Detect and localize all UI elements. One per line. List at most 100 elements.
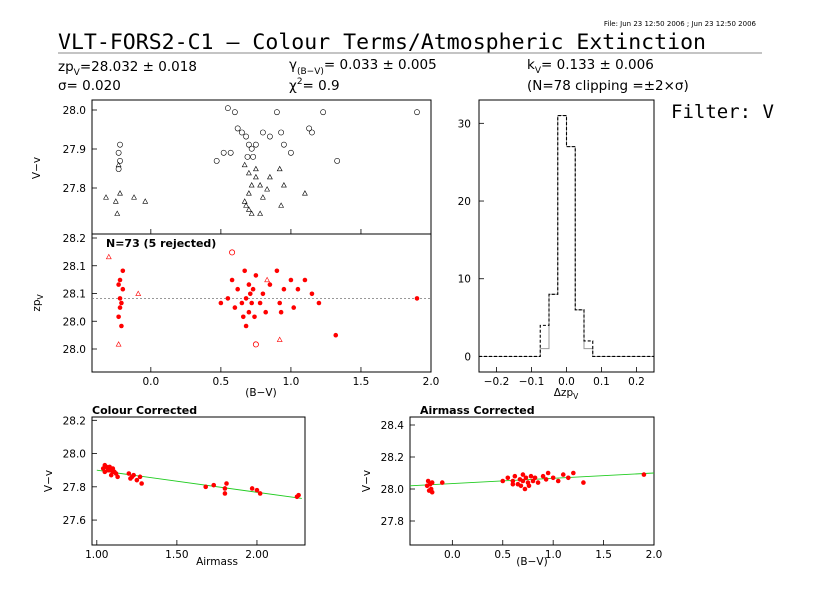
data-point	[278, 202, 285, 208]
zp-subscript: V	[74, 68, 81, 78]
y-tick-label: 28.2	[381, 452, 404, 464]
airmass-subtitle: Airmass Corrected	[420, 404, 535, 417]
data-point	[243, 296, 249, 301]
data-point	[114, 210, 121, 216]
data-point	[248, 182, 255, 188]
data-point	[134, 477, 140, 483]
x-tick-label: 1.0	[283, 376, 300, 388]
y-tick-label: 28.0	[63, 344, 86, 356]
data-point	[117, 141, 123, 148]
data-point	[281, 286, 287, 292]
data-point	[518, 483, 524, 489]
x-tick-label: 1.5	[353, 376, 370, 388]
y-tick-label: 27.8	[63, 482, 86, 494]
data-point	[550, 475, 556, 481]
raw-ylabel: V−v	[31, 157, 43, 179]
rejected-point	[264, 276, 271, 283]
y-tick-label: 20	[458, 196, 471, 208]
sigma-result: σ= 0.020	[58, 78, 121, 94]
data-point	[252, 173, 259, 180]
data-point	[257, 491, 263, 496]
rejected-point	[105, 253, 112, 260]
data-point	[115, 149, 122, 156]
data-point	[246, 309, 252, 315]
data-point	[500, 478, 506, 484]
data-point	[220, 149, 227, 156]
data-point	[117, 158, 123, 164]
data-point	[110, 469, 116, 475]
data-point	[232, 305, 238, 310]
data-point	[257, 210, 264, 216]
data-point	[117, 190, 123, 196]
y-tick-label: 0	[464, 351, 471, 363]
data-point	[274, 268, 280, 274]
data-point	[278, 309, 284, 315]
x-tick-label: 1.0	[545, 549, 562, 561]
rejected-point	[276, 336, 283, 342]
data-point	[115, 474, 120, 480]
chi-superscript: 2	[297, 77, 303, 87]
data-point	[115, 161, 122, 168]
airmass-panel: Airmass Corrected V−v (B−V) 27.8 28.0 28.2…	[361, 404, 662, 568]
chi-result: χ2= 0.9	[289, 77, 340, 94]
rejected-point	[135, 290, 142, 296]
data-point	[302, 190, 308, 196]
airmass-ylabel: V−v	[361, 470, 373, 492]
y-tick-label: 28.4	[381, 420, 405, 432]
data-point	[247, 291, 253, 297]
data-point	[238, 129, 245, 136]
data-point	[309, 291, 315, 297]
data-point	[227, 149, 234, 156]
data-point	[203, 484, 209, 490]
x-tick-label: 2.0	[423, 376, 440, 388]
data-point	[120, 286, 126, 292]
data-point	[274, 109, 280, 116]
data-point	[263, 309, 269, 315]
x-tick-label: −0.1	[519, 376, 545, 388]
x-tick-label: −0.2	[484, 376, 510, 388]
data-point	[246, 282, 252, 287]
chi-symbol: χ	[289, 78, 297, 94]
data-point	[249, 300, 254, 306]
data-point	[540, 473, 546, 479]
data-point	[571, 470, 576, 476]
data-point	[131, 472, 136, 478]
data-point	[245, 190, 252, 196]
airmass-frame	[409, 416, 655, 546]
x-tick-label: 2.00	[245, 549, 268, 561]
data-point	[532, 475, 538, 481]
data-point	[225, 296, 231, 301]
data-point	[302, 277, 308, 283]
data-point	[320, 109, 327, 116]
data-point	[128, 476, 133, 481]
data-point	[234, 125, 241, 132]
data-point	[277, 300, 283, 306]
zp-ylabel-main: zp	[31, 299, 43, 312]
data-point	[231, 109, 238, 116]
data-point	[281, 182, 287, 188]
data-point	[316, 300, 322, 306]
data-point	[213, 158, 220, 164]
data-point	[288, 149, 294, 156]
data-point	[267, 133, 273, 140]
zp-value: =28.032 ± 0.018	[80, 59, 197, 75]
figure-title: VLT-FORS2-C1 – Colour Terms/Atmospheric …	[58, 30, 706, 55]
x-tick-label: 1.5	[595, 549, 612, 561]
gamma-value: = 0.033 ± 0.005	[324, 57, 437, 73]
data-point	[250, 153, 256, 160]
x-tick-label: 0.5	[494, 549, 511, 561]
rejected-point	[252, 341, 259, 348]
data-point	[333, 332, 339, 338]
k-subscript: V	[535, 66, 542, 76]
data-point	[249, 486, 255, 491]
hist-xlabel-main: Δzp	[554, 387, 574, 399]
data-point	[245, 141, 252, 148]
data-point	[235, 286, 240, 292]
data-point	[288, 277, 294, 283]
data-point	[131, 194, 137, 200]
y-tick-label: 28.0	[63, 316, 86, 328]
data-point	[222, 491, 228, 496]
y-tick-label: 28.1	[63, 289, 86, 301]
data-point	[248, 210, 255, 216]
data-point	[526, 483, 532, 489]
